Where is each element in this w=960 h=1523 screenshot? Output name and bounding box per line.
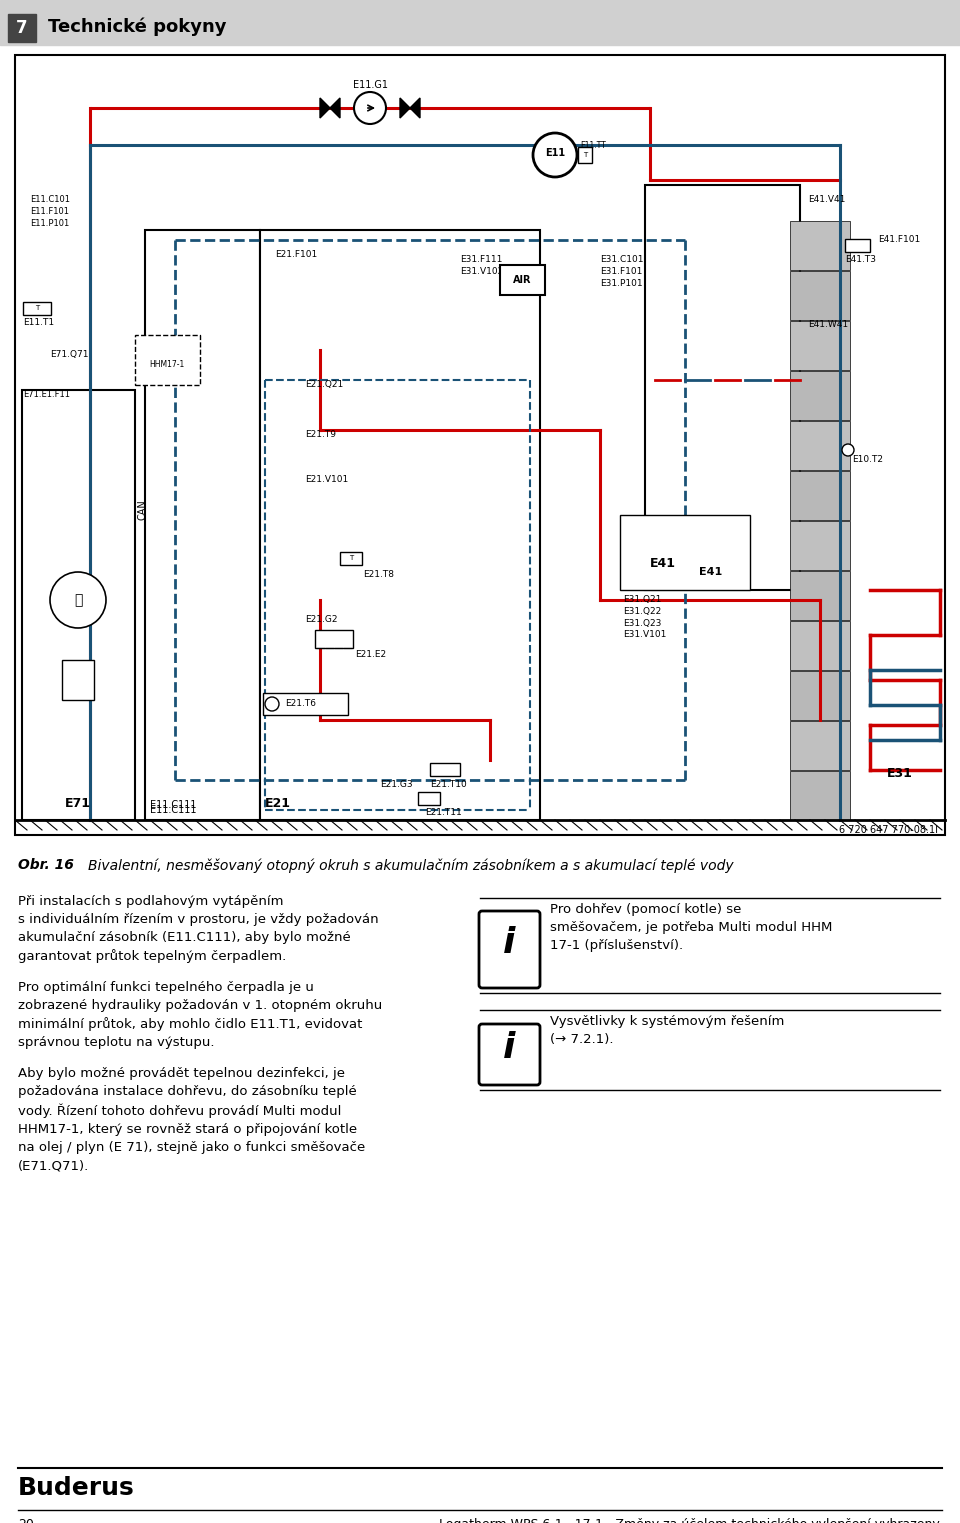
Polygon shape bbox=[330, 97, 340, 117]
Polygon shape bbox=[320, 97, 330, 117]
Text: Technické pokyny: Technické pokyny bbox=[48, 18, 227, 37]
Text: i: i bbox=[503, 1031, 516, 1065]
Polygon shape bbox=[400, 97, 410, 117]
Text: E41: E41 bbox=[699, 567, 722, 577]
Bar bbox=[8, 14, 36, 43]
Bar bbox=[340, 551, 362, 565]
Text: T: T bbox=[35, 305, 39, 311]
Text: T: T bbox=[583, 152, 588, 158]
Bar bbox=[418, 792, 440, 806]
Text: E41.V41: E41.V41 bbox=[808, 195, 846, 204]
Text: T: T bbox=[348, 554, 353, 560]
Text: E11: E11 bbox=[545, 148, 565, 158]
Bar bbox=[790, 471, 850, 519]
Bar bbox=[790, 271, 850, 320]
Text: 🔥: 🔥 bbox=[74, 592, 83, 608]
Bar bbox=[145, 230, 260, 819]
Bar bbox=[790, 672, 850, 720]
Text: E11.C111: E11.C111 bbox=[150, 806, 197, 815]
Text: E71.Q71: E71.Q71 bbox=[50, 350, 88, 359]
Text: E21.T8: E21.T8 bbox=[363, 570, 394, 579]
Text: E41.T3: E41.T3 bbox=[845, 254, 876, 263]
Text: E10.T2: E10.T2 bbox=[852, 455, 883, 465]
Circle shape bbox=[354, 91, 386, 123]
Bar bbox=[790, 571, 850, 620]
Text: E21.E2: E21.E2 bbox=[355, 650, 386, 659]
Text: E41.W41: E41.W41 bbox=[808, 320, 848, 329]
Bar bbox=[315, 631, 353, 647]
Text: E21.Q21: E21.Q21 bbox=[305, 381, 344, 388]
Bar bbox=[578, 148, 592, 163]
Bar bbox=[0, 0, 960, 46]
Bar bbox=[15, 55, 945, 835]
Bar bbox=[23, 302, 51, 315]
Bar bbox=[790, 221, 850, 270]
Bar bbox=[480, 899, 940, 988]
Text: Vysvětlivky k systémovým řešením
(→ 7.2.1).: Vysvětlivky k systémovým řešením (→ 7.2.… bbox=[550, 1014, 784, 1046]
Text: i: i bbox=[503, 926, 516, 959]
Text: 20: 20 bbox=[18, 1518, 34, 1523]
FancyBboxPatch shape bbox=[479, 911, 540, 988]
Text: E31.C101
E31.F101
E31.P101: E31.C101 E31.F101 E31.P101 bbox=[600, 254, 643, 288]
Text: E11.C101
E11.F101
E11.P101: E11.C101 E11.F101 E11.P101 bbox=[30, 195, 70, 227]
Text: E21: E21 bbox=[265, 797, 291, 810]
Text: E71: E71 bbox=[65, 797, 91, 810]
Text: Logatherm WPS 6-1...17-1 - Změny za účelem technického vylepšení vyhrazeny.: Logatherm WPS 6-1...17-1 - Změny za účel… bbox=[439, 1518, 942, 1523]
Text: AIR: AIR bbox=[513, 276, 531, 285]
Circle shape bbox=[50, 573, 106, 627]
FancyBboxPatch shape bbox=[479, 1023, 540, 1084]
Bar bbox=[790, 420, 850, 471]
Text: E21.V101: E21.V101 bbox=[305, 475, 348, 484]
Text: Obr. 16: Obr. 16 bbox=[18, 857, 74, 873]
Bar bbox=[62, 659, 94, 701]
Text: E71.E1.F11: E71.E1.F11 bbox=[23, 390, 70, 399]
Text: E21.T9: E21.T9 bbox=[305, 429, 336, 439]
Text: Pro optimální funkci tepelného čerpadla je u
zobrazené hydrauliky požadován v 1.: Pro optimální funkci tepelného čerpadla … bbox=[18, 981, 382, 1049]
Text: E31.F111
E31.V102: E31.F111 E31.V102 bbox=[460, 254, 503, 276]
Bar bbox=[645, 184, 800, 589]
Text: E11.C111: E11.C111 bbox=[150, 800, 197, 810]
Text: E11.TT: E11.TT bbox=[580, 142, 606, 149]
Bar bbox=[260, 230, 540, 819]
Text: E21.F101: E21.F101 bbox=[275, 250, 317, 259]
Bar bbox=[620, 515, 750, 589]
Text: E31.Q21
E31.Q22
E31.Q23
E31.V101: E31.Q21 E31.Q22 E31.Q23 E31.V101 bbox=[623, 595, 666, 640]
Text: Aby bylo možné provádět tepelnou dezinfekci, je
požadována instalace dohřevu, do: Aby bylo možné provádět tepelnou dezinfe… bbox=[18, 1068, 365, 1173]
Bar bbox=[790, 720, 850, 771]
Text: Buderus: Buderus bbox=[18, 1476, 134, 1500]
Circle shape bbox=[265, 698, 279, 711]
Text: E21.G2: E21.G2 bbox=[305, 615, 338, 624]
Text: 6 720 647 770-08.1I: 6 720 647 770-08.1I bbox=[839, 825, 938, 835]
Polygon shape bbox=[410, 97, 420, 117]
Bar bbox=[790, 321, 850, 370]
Bar bbox=[430, 763, 460, 777]
Bar bbox=[790, 771, 850, 819]
Bar bbox=[790, 372, 850, 420]
Bar bbox=[135, 335, 200, 385]
Text: E31: E31 bbox=[887, 768, 913, 780]
Text: 7: 7 bbox=[16, 18, 28, 37]
Text: E21.T6: E21.T6 bbox=[285, 699, 316, 708]
Text: E21.T10: E21.T10 bbox=[430, 780, 467, 789]
Text: E11.G1: E11.G1 bbox=[352, 81, 388, 90]
Text: HHM17-1: HHM17-1 bbox=[150, 359, 184, 369]
Text: Bivalentní, nesměšovaný otopný okruh s akumulačním zásobníkem a s akumulací tepl: Bivalentní, nesměšovaný otopný okruh s a… bbox=[88, 857, 733, 873]
Text: E41.F101: E41.F101 bbox=[878, 235, 921, 244]
Text: CAN: CAN bbox=[138, 500, 148, 521]
Circle shape bbox=[533, 133, 577, 177]
Bar bbox=[263, 693, 348, 714]
Text: Pro dohřev (pomocí kotle) se
směšovačem, je potřeba Multi modul HHM
17-1 (příslu: Pro dohřev (pomocí kotle) se směšovačem,… bbox=[550, 903, 832, 952]
Text: E11.T1: E11.T1 bbox=[23, 318, 54, 327]
Text: E41: E41 bbox=[650, 557, 676, 570]
Bar bbox=[500, 265, 545, 295]
Bar bbox=[790, 621, 850, 670]
Bar bbox=[845, 239, 870, 251]
Circle shape bbox=[842, 445, 854, 455]
Text: E21.T11: E21.T11 bbox=[425, 809, 462, 816]
Text: Při instalacích s podlahovým vytápěním
s individuálním řízením v prostoru, je vž: Při instalacích s podlahovým vytápěním s… bbox=[18, 896, 378, 964]
Text: E21.G3: E21.G3 bbox=[380, 780, 413, 789]
Bar bbox=[22, 390, 135, 819]
Bar bbox=[790, 521, 850, 570]
